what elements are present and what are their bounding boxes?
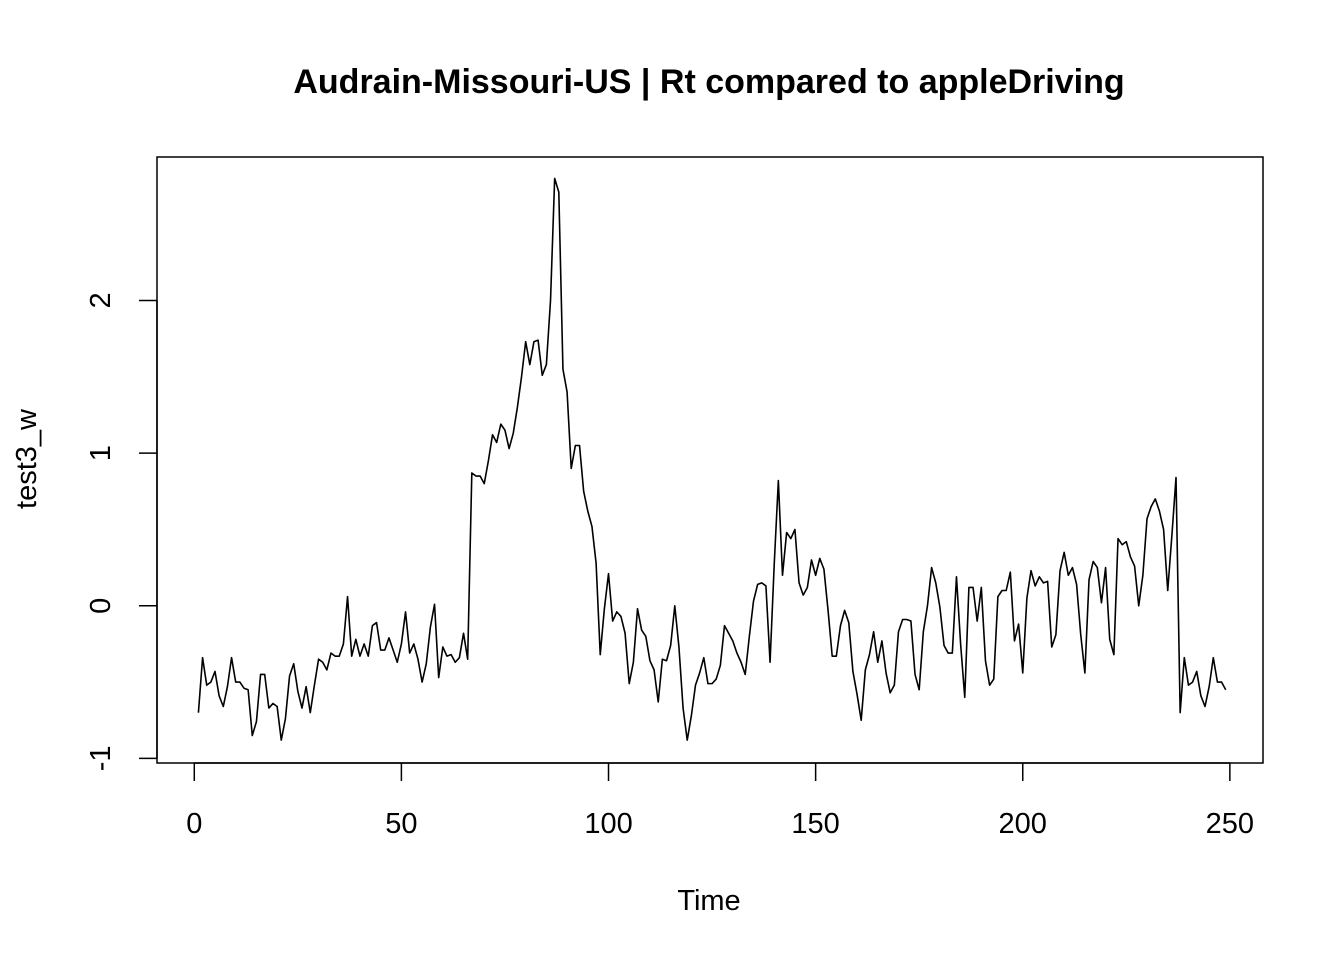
y-tick-label: 0: [85, 598, 117, 614]
x-tick-label: 0: [186, 808, 202, 840]
x-axis: 0 50 100 150 200 250: [186, 762, 1254, 840]
x-tick-label: 100: [584, 808, 632, 840]
y-tick-label: 2: [85, 292, 117, 308]
x-tick-label: 200: [999, 808, 1047, 840]
x-tick-label: 150: [791, 808, 839, 840]
x-tick-label: 250: [1206, 808, 1254, 840]
y-tick-label: 1: [85, 445, 117, 461]
series-line: [197, 177, 1227, 741]
y-axis: -1 0 1 2: [85, 292, 158, 772]
y-tick-label: -1: [85, 746, 117, 772]
y-axis-label: test3_w: [11, 408, 43, 509]
x-axis-label: Time: [677, 885, 740, 917]
chart-title: Audrain-Missouri-US | Rt compared to app…: [293, 63, 1124, 101]
x-tick-label: 50: [385, 808, 417, 840]
plot-frame: [156, 156, 1264, 764]
